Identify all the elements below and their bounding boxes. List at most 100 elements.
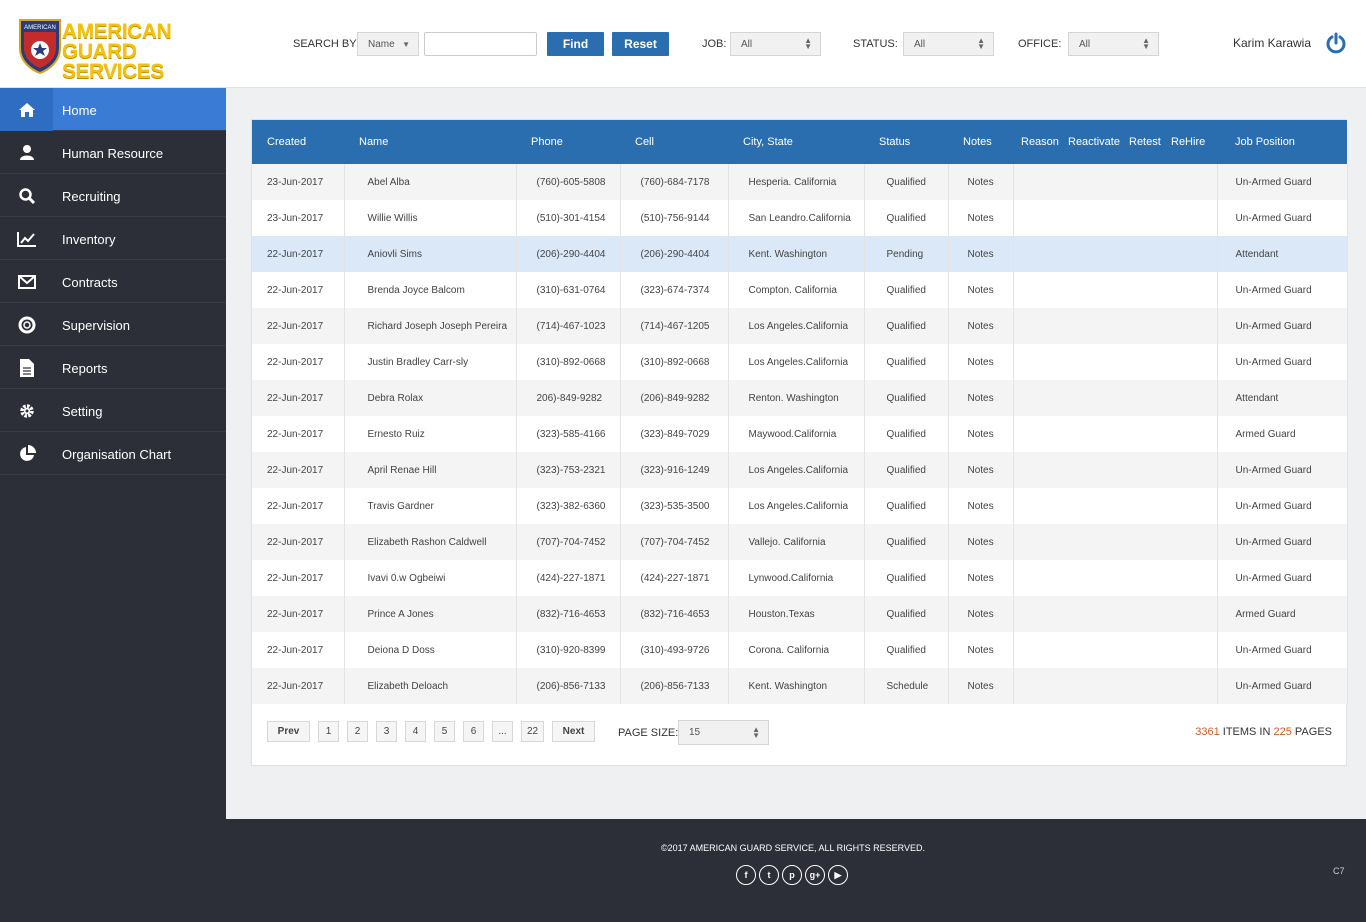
- status-filter-select[interactable]: All ▲ ▼: [903, 32, 994, 56]
- cell-created: 22-Jun-2017: [252, 560, 345, 596]
- sidebar-item-organisation-chart[interactable]: Organisation Chart: [0, 432, 226, 475]
- reset-button[interactable]: Reset: [612, 32, 669, 56]
- cell-notes[interactable]: Notes: [948, 344, 1014, 380]
- table-row[interactable]: 23-Jun-2017 Willie Willis (510)-301-4154 (5…: [252, 200, 1348, 236]
- sidebar-item-setting[interactable]: Setting: [0, 389, 226, 432]
- cell-status: Qualified: [864, 632, 949, 668]
- cell-notes[interactable]: Notes: [948, 452, 1014, 488]
- brand-logo[interactable]: AMERICAN AMERICAN GUARD SERVICES: [18, 18, 218, 82]
- cell-phone: (323)-753-2321: [516, 452, 621, 488]
- job-filter-label: JOB:: [702, 38, 727, 50]
- column-header-job-position[interactable]: Job Position: [1217, 120, 1347, 164]
- column-header-city-state[interactable]: City, State: [728, 120, 864, 164]
- cell-rehire: [1163, 452, 1218, 488]
- cell-notes[interactable]: Notes: [948, 524, 1014, 560]
- page-button[interactable]: 4: [405, 721, 426, 742]
- cell-notes[interactable]: Notes: [948, 308, 1014, 344]
- table-row[interactable]: 22-Jun-2017 Brenda Joyce Balcom (310)-631-…: [252, 272, 1348, 308]
- cell-notes[interactable]: Notes: [948, 488, 1014, 524]
- sidebar-item-inventory[interactable]: Inventory: [0, 217, 226, 260]
- sidebar-item-contracts[interactable]: Contracts: [0, 260, 226, 303]
- status-filter-value: All: [914, 39, 926, 50]
- cell-reason: [1013, 308, 1060, 344]
- page-button[interactable]: 3: [376, 721, 397, 742]
- column-header-rehire[interactable]: ReHire: [1163, 120, 1217, 164]
- table-row[interactable]: 22-Jun-2017 Travis Gardner (323)-382-6360(…: [252, 488, 1348, 524]
- page-button[interactable]: 22: [521, 721, 544, 742]
- find-button[interactable]: Find: [547, 32, 604, 56]
- cell-status: Qualified: [864, 164, 949, 200]
- cell-reactivate: [1060, 488, 1121, 524]
- table-row[interactable]: 22-Jun-2017 Ernesto Ruiz (323)-585-4166 (32…: [252, 416, 1348, 452]
- column-header-name[interactable]: Name: [344, 120, 516, 164]
- cell-city: Maywood.California: [728, 416, 865, 452]
- column-header-phone[interactable]: Phone: [516, 120, 620, 164]
- sidebar-item-recruiting[interactable]: Recruiting: [0, 174, 226, 217]
- power-icon[interactable]: [1325, 32, 1347, 54]
- cell-notes[interactable]: Notes: [948, 380, 1014, 416]
- next-page-button[interactable]: Next: [552, 721, 595, 742]
- table-row[interactable]: 22-Jun-2017 Debra Rolax 206)-849-9282 (206)…: [252, 380, 1348, 416]
- table-row[interactable]: 22-Jun-2017 Elizabeth Rashon Caldwell (707…: [252, 524, 1348, 560]
- table-row[interactable]: 22-Jun-2017 Deiona D Doss (310)-920-8399 (3…: [252, 632, 1348, 668]
- table-row[interactable]: 22-Jun-2017 Aniovli Sims (206)-290-4404 (20…: [252, 236, 1348, 272]
- column-header-status[interactable]: Status: [864, 120, 948, 164]
- cell-notes[interactable]: Notes: [948, 632, 1014, 668]
- cell-name: Ernesto Ruiz: [344, 416, 517, 452]
- job-filter-select[interactable]: All ▲ ▼: [730, 32, 821, 56]
- cell-retest: [1121, 164, 1163, 200]
- sidebar-item-label: Recruiting: [62, 189, 121, 204]
- cell-notes[interactable]: Notes: [948, 416, 1014, 452]
- table-row[interactable]: 22-Jun-2017 Elizabeth Deloach (206)-856-71…: [252, 668, 1348, 704]
- cell-phone: (424)-227-1871: [516, 560, 621, 596]
- table-row[interactable]: 22-Jun-2017 April Renae Hill (323)-753-232…: [252, 452, 1348, 488]
- cell-job: Un-Armed Guard: [1217, 452, 1348, 488]
- sidebar-item-human-resource[interactable]: Human Resource: [0, 131, 226, 174]
- items-summary: 3361 ITEMS IN 225 PAGES: [1195, 726, 1332, 738]
- page-button[interactable]: 5: [434, 721, 455, 742]
- sidebar-item-home[interactable]: Home: [0, 88, 226, 131]
- cell-phone: 206)-849-9282: [516, 380, 621, 416]
- table-row[interactable]: 22-Jun-2017 Richard Joseph Joseph Pereira…: [252, 308, 1348, 344]
- table-row[interactable]: 22-Jun-2017 Prince A Jones (832)-716-4653(…: [252, 596, 1348, 632]
- page-size-select[interactable]: 15 ▲ ▼: [678, 720, 769, 745]
- search-by-select[interactable]: Name ▼: [357, 32, 419, 56]
- page-button[interactable]: 6: [463, 721, 484, 742]
- shield-logo-icon: AMERICAN: [19, 19, 61, 75]
- office-filter-select[interactable]: All ▲ ▼: [1068, 32, 1159, 56]
- main-content: Created Name Phone Cell City, State Stat…: [226, 88, 1366, 819]
- twitter-icon[interactable]: t: [759, 865, 779, 885]
- column-header-cell[interactable]: Cell: [620, 120, 728, 164]
- page-button[interactable]: 1: [318, 721, 339, 742]
- sidebar-item-reports[interactable]: Reports: [0, 346, 226, 389]
- cell-reactivate: [1060, 272, 1121, 308]
- pinterest-icon[interactable]: p: [782, 865, 802, 885]
- cell-notes[interactable]: Notes: [948, 236, 1014, 272]
- facebook-icon[interactable]: f: [736, 865, 756, 885]
- cell-notes[interactable]: Notes: [948, 164, 1014, 200]
- sidebar-item-supervision[interactable]: Supervision: [0, 303, 226, 346]
- search-input[interactable]: [424, 32, 537, 56]
- youtube-icon[interactable]: ▶: [828, 865, 848, 885]
- page-button[interactable]: 2: [347, 721, 368, 742]
- cell-notes[interactable]: Notes: [948, 272, 1014, 308]
- column-header-created[interactable]: Created: [252, 120, 344, 164]
- table-row[interactable]: 22-Jun-2017 Ivavi 0.w Ogbeiwi (424)-227-18…: [252, 560, 1348, 596]
- table-row[interactable]: 22-Jun-2017 Justin Bradley Carr-sly (310)-…: [252, 344, 1348, 380]
- google-plus-icon[interactable]: g+: [805, 865, 825, 885]
- cell-notes[interactable]: Notes: [948, 668, 1014, 704]
- cell-notes[interactable]: Notes: [948, 596, 1014, 632]
- prev-page-button[interactable]: Prev: [267, 721, 310, 742]
- table-row[interactable]: 23-Jun-2017 Abel Alba (760)-605-5808 (760)-…: [252, 164, 1348, 200]
- column-header-retest[interactable]: Retest: [1121, 120, 1163, 164]
- user-name[interactable]: Karim Karawia: [1233, 36, 1312, 50]
- cell-job: Un-Armed Guard: [1217, 344, 1348, 380]
- cell-notes[interactable]: Notes: [948, 560, 1014, 596]
- column-header-notes[interactable]: Notes: [948, 120, 1013, 164]
- column-header-reason[interactable]: Reason: [1013, 120, 1060, 164]
- cell-phone: (707)-704-7452: [516, 524, 621, 560]
- cell-notes[interactable]: Notes: [948, 200, 1014, 236]
- cell-reason: [1013, 668, 1060, 704]
- column-header-reactivate[interactable]: Reactivate: [1060, 120, 1121, 164]
- cell-phone: (206)-290-4404: [516, 236, 621, 272]
